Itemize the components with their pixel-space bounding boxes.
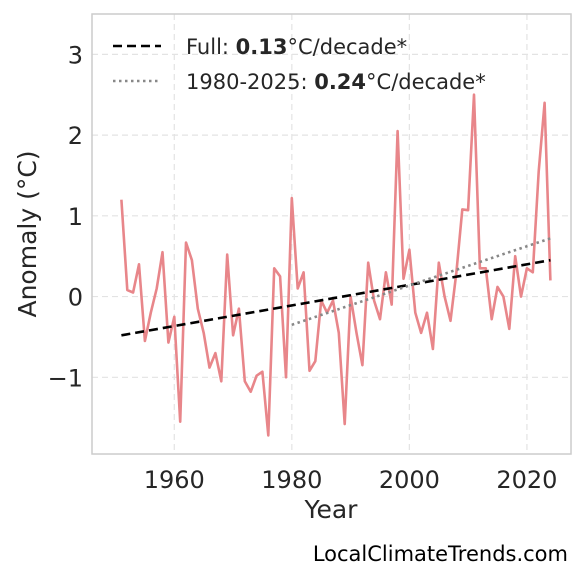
legend-recent-prefix: 1980-2025: [186,70,314,94]
legend: Full: 0.13°C/decade* 1980-2025: 0.24°C/d… [113,35,486,94]
tick-labels: 1960 1980 2000 2020 −1 0 1 2 3 [48,41,558,494]
full-trend-line [121,258,551,337]
plot-background [92,14,571,454]
x-axis-title: Year [304,495,359,524]
y-axis-title: Anomaly (°C) [13,150,42,317]
x-tick-label: 1980 [261,466,322,494]
legend-recent-value: 0.24 [314,70,366,94]
plot-frame [91,13,572,455]
x-tick-label: 1960 [144,466,205,494]
legend-full-unit: °C/decade* [288,35,408,59]
series-group [120,93,552,437]
x-tick-label: 2020 [496,466,557,494]
legend-full-value: 0.13 [236,35,288,59]
y-tick-label: 3 [68,41,83,69]
legend-entry-full: Full: 0.13°C/decade* [186,35,407,59]
legend-recent-unit: °C/decade* [366,70,486,94]
legend-entry-recent: 1980-2025: 0.24°C/decade* [186,70,486,94]
y-tick-label: −1 [48,364,83,392]
y-tick-label: 1 [68,203,83,231]
credit-text: LocalClimateTrends.com [313,542,568,566]
y-tick-label: 0 [68,284,83,312]
x-tick-label: 2000 [379,466,440,494]
y-tick-label: 2 [68,122,83,150]
legend-full-prefix: Full: [186,35,236,59]
anomaly-series-line [120,93,552,437]
